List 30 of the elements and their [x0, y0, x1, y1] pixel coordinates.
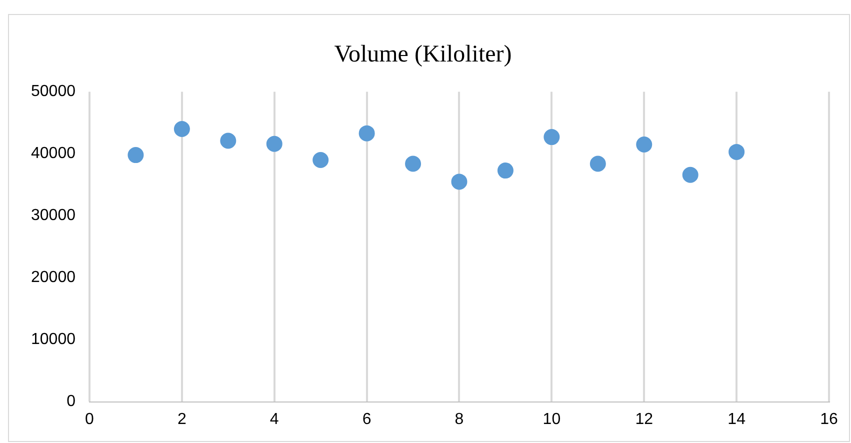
point [544, 129, 560, 146]
y-tick-label: 50000 [30, 83, 76, 100]
point [174, 121, 190, 137]
point [312, 152, 329, 168]
x-tick-label: 0 [85, 410, 94, 428]
x-tick-label: 16 [820, 410, 838, 428]
x-tick-label: 4 [270, 410, 279, 428]
point [405, 156, 422, 172]
point [128, 147, 144, 164]
y-tick-label: 0 [66, 393, 76, 410]
y-tick-label: 40000 [30, 145, 76, 162]
x-tick-label: 2 [177, 410, 186, 428]
point [590, 156, 606, 172]
point [682, 166, 698, 183]
x-tick-label: 8 [454, 410, 464, 428]
x-tick-label: 10 [542, 410, 561, 428]
point [497, 162, 514, 179]
point [358, 125, 375, 142]
point [636, 136, 652, 152]
y-tick-label: 30000 [30, 207, 76, 224]
chart-title: Volume (Kiloliter) [334, 42, 512, 68]
x-tick-label: 12 [635, 410, 654, 428]
point [728, 144, 745, 160]
point [451, 174, 468, 190]
point [266, 136, 282, 152]
y-tick-label: 20000 [30, 269, 76, 286]
point [220, 132, 236, 149]
y-tick-label: 10000 [30, 331, 76, 348]
x-tick-label: 14 [728, 410, 746, 428]
x-tick-label: 6 [362, 410, 372, 428]
